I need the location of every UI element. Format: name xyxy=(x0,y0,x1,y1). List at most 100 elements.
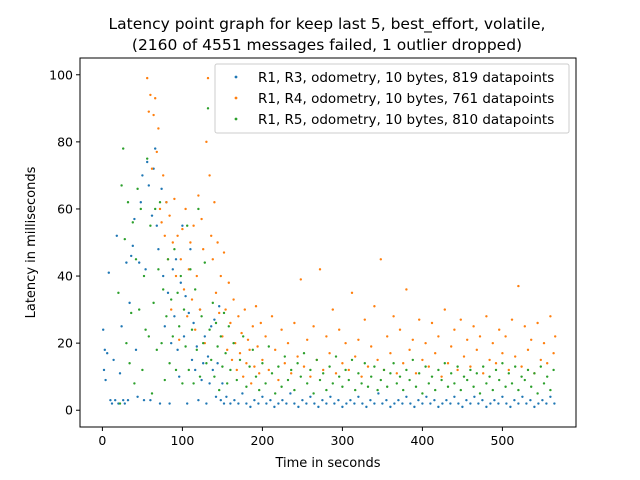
series-1-point-126 xyxy=(417,398,420,402)
series-3-point-142 xyxy=(459,388,462,392)
series-1-point-95 xyxy=(293,402,296,405)
series-1-point-124 xyxy=(409,402,412,405)
series-2-point-162 xyxy=(549,315,552,318)
series-2-point-48 xyxy=(222,251,226,254)
series-3-point-50 xyxy=(197,207,200,211)
legend-marker-1 xyxy=(234,75,238,79)
series-2-point-0 xyxy=(146,76,149,80)
series-2-point-39 xyxy=(208,174,211,177)
series-1-point-101 xyxy=(317,405,320,409)
series-1-point-129 xyxy=(429,402,432,405)
series-3-point-40 xyxy=(181,382,184,385)
series-3-point-112 xyxy=(363,362,366,365)
series-2-point-50 xyxy=(226,348,229,352)
series-2-point-135 xyxy=(462,355,466,358)
series-3-point-95 xyxy=(309,368,312,372)
series-2-point-65 xyxy=(250,382,253,385)
series-2-point-138 xyxy=(472,325,475,328)
series-3-point-90 xyxy=(293,388,296,392)
series-1-point-54 xyxy=(186,402,189,405)
series-3-point-26 xyxy=(158,201,162,204)
series-2-point-113 xyxy=(392,315,395,318)
series-2-point-164 xyxy=(554,335,557,338)
series-3-point-85 xyxy=(277,365,280,368)
series-3-point-78 xyxy=(254,375,258,378)
series-1-point-105 xyxy=(333,402,336,405)
series-3-point-107 xyxy=(347,378,350,382)
series-2-point-72 xyxy=(261,358,264,362)
series-2-point-121 xyxy=(418,318,421,321)
series-1-point-138 xyxy=(465,398,468,402)
series-1-point-135 xyxy=(453,395,456,399)
series-2-point-149 xyxy=(507,368,510,372)
series-2-point-57 xyxy=(237,315,240,318)
series-3-point-86 xyxy=(280,385,283,388)
series-2-point-119 xyxy=(411,338,414,341)
series-2-point-77 xyxy=(277,378,280,382)
series-1-point-121 xyxy=(397,398,400,402)
series-2-point-42 xyxy=(213,201,216,204)
series-3-point-2 xyxy=(120,184,123,187)
series-3-point-57 xyxy=(208,328,211,331)
series-1-point-81 xyxy=(237,402,240,405)
series-1-point-107 xyxy=(341,405,344,409)
series-1-point-133 xyxy=(445,398,448,402)
series-3-point-27 xyxy=(160,341,163,345)
series-3-point-39 xyxy=(179,274,182,278)
series-2-point-122 xyxy=(421,358,424,362)
series-2-point-70 xyxy=(258,372,261,375)
series-2-point-69 xyxy=(256,345,259,348)
series-2-point-116 xyxy=(402,362,405,365)
series-1-point-5 xyxy=(107,271,111,274)
y-tick-label-0: 0 xyxy=(65,403,73,418)
series-2-point-8 xyxy=(158,207,162,211)
series-2-point-56 xyxy=(235,368,238,372)
series-3-point-103 xyxy=(334,355,338,358)
series-3-point-151 xyxy=(488,375,491,378)
series-3-point-126 xyxy=(408,378,411,382)
series-2-point-99 xyxy=(347,368,350,372)
series-1-point-77 xyxy=(222,402,226,405)
series-2-point-87 xyxy=(309,375,312,378)
series-1-point-100 xyxy=(313,402,316,405)
series-2-point-64 xyxy=(248,348,251,352)
series-3-point-166 xyxy=(536,392,539,395)
series-1-point-24 xyxy=(138,261,141,264)
series-2-point-139 xyxy=(475,348,478,352)
series-3-point-64 xyxy=(219,335,222,338)
series-1-point-66 xyxy=(205,402,208,405)
series-3-point-92 xyxy=(299,375,302,378)
series-1-point-103 xyxy=(325,402,328,405)
series-2-point-144 xyxy=(491,341,494,345)
series-1-point-76 xyxy=(221,382,224,385)
series-2-point-5 xyxy=(154,97,157,100)
series-1-point-28 xyxy=(144,268,147,271)
series-3-point-62 xyxy=(216,345,219,348)
y-tick-label-80: 80 xyxy=(57,134,73,149)
series-1-point-96 xyxy=(297,405,300,409)
series-2-point-73 xyxy=(264,335,267,338)
series-2-point-30 xyxy=(194,328,197,331)
series-3-point-152 xyxy=(491,388,494,392)
series-1-point-56 xyxy=(189,248,192,251)
series-1-point-78 xyxy=(225,395,228,399)
x-tick-label-100: 100 xyxy=(170,433,194,448)
series-3-point-16 xyxy=(142,274,146,278)
series-1-point-158 xyxy=(545,402,548,405)
series-2-point-37 xyxy=(205,140,208,144)
series-3-point-153 xyxy=(494,368,498,372)
series-2-point-96 xyxy=(338,328,341,331)
series-2-point-142 xyxy=(485,315,488,318)
series-3-point-0 xyxy=(117,291,120,295)
series-3-point-143 xyxy=(462,375,466,378)
series-1-point-23 xyxy=(136,395,139,399)
series-1-point-40 xyxy=(163,325,166,328)
series-1-point-86 xyxy=(257,402,260,405)
series-1-point-57 xyxy=(190,358,194,362)
series-1-point-74 xyxy=(218,305,221,308)
series-3-point-134 xyxy=(434,388,437,392)
series-3-point-66 xyxy=(222,311,226,315)
series-2-point-63 xyxy=(246,338,250,341)
series-3-point-58 xyxy=(210,358,213,362)
series-1-point-88 xyxy=(265,402,268,405)
